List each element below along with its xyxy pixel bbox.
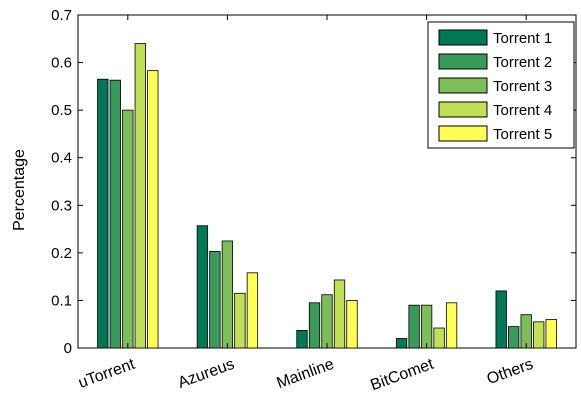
bar-utorrent-torrent-3 <box>122 109 134 349</box>
category-label: Others <box>485 356 536 388</box>
bar-bitcomet-torrent-4 <box>433 327 445 349</box>
bar-bitcomet-torrent-5 <box>445 302 458 349</box>
legend-swatch <box>438 101 488 118</box>
y-axis-label: Percentage <box>11 149 28 231</box>
bar-others-torrent-4 <box>533 321 545 349</box>
bar-azureus-torrent-4 <box>234 292 246 349</box>
bar-azureus-torrent-2 <box>209 251 221 349</box>
bar-mainline-torrent-1 <box>296 329 308 349</box>
legend-label: Torrent 2 <box>493 54 552 71</box>
bar-others-torrent-2 <box>508 326 520 349</box>
legend-swatch <box>438 125 488 142</box>
y-tick-label: 0.3 <box>51 197 72 214</box>
bar-utorrent-torrent-4 <box>134 43 146 349</box>
y-tick-label: 0.4 <box>51 150 72 167</box>
legend-swatch <box>438 53 488 70</box>
y-tick-label: 0.1 <box>51 292 72 309</box>
bar-bitcomet-torrent-3 <box>420 304 433 349</box>
bar-mainline-torrent-4 <box>333 279 346 349</box>
legend-label: Torrent 5 <box>493 126 552 143</box>
category-label: uTorrent <box>76 356 137 392</box>
legend-swatch <box>438 29 488 46</box>
legend: Torrent 1 Torrent 2 Torrent 3 Torrent 4 Torr… <box>427 21 575 149</box>
y-tick-label: 0.6 <box>51 55 72 72</box>
bar-others-torrent-1 <box>495 290 507 349</box>
y-tick-label: 0.2 <box>51 245 72 262</box>
bar-utorrent-torrent-2 <box>109 79 121 349</box>
bar-azureus-torrent-5 <box>246 272 259 349</box>
bar-utorrent-torrent-1 <box>97 78 109 349</box>
legend-label: Torrent 4 <box>493 102 552 119</box>
bar-mainline-torrent-3 <box>321 294 333 349</box>
bar-bitcomet-torrent-2 <box>408 304 420 349</box>
category-label: BitComet <box>368 356 436 395</box>
legend-label: Torrent 3 <box>493 78 552 95</box>
legend-label: Torrent 1 <box>493 30 552 47</box>
y-axis: 0 0.1 0.2 0.3 0.4 0.5 0.6 0.7 <box>51 7 576 357</box>
bar-others-torrent-5 <box>545 319 557 349</box>
y-tick-label: 0.7 <box>51 7 72 24</box>
legend-swatch <box>438 77 488 94</box>
bar-mainline-torrent-5 <box>346 300 358 349</box>
bar-mainline-torrent-2 <box>308 302 321 349</box>
y-tick-label: 0 <box>64 340 72 357</box>
bar-bitcomet-torrent-1 <box>395 338 408 349</box>
category-label: Azureus <box>176 356 237 392</box>
y-tick-label: 0.5 <box>51 102 72 119</box>
bar-azureus-torrent-1 <box>196 225 209 349</box>
category-label: Mainline <box>275 356 337 392</box>
bar-azureus-torrent-3 <box>221 240 234 349</box>
bar-utorrent-torrent-5 <box>147 70 159 349</box>
